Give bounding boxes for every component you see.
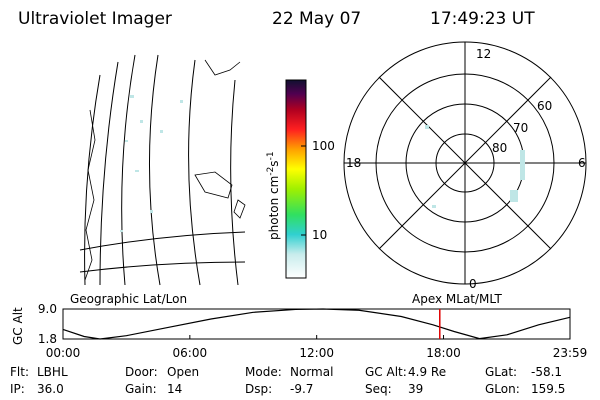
field-value: -58.1 (531, 365, 562, 379)
altitude-chart: 9.0 1.800:00 06:00 12:00 18:00 23:59 (38, 302, 587, 360)
field-value: Normal (290, 365, 333, 379)
colorbar-label: photon cm-2s-1 (266, 151, 281, 240)
field-value: 4.9 Re (408, 365, 446, 379)
polar-label: 6 (578, 156, 586, 170)
polar-label: 80 (492, 141, 507, 155)
colorbar-exp: -1 (266, 151, 276, 160)
polar-label: 60 (537, 99, 552, 113)
footer: Flt: LBHL Door: Open Mode: Normal GC Alt: 4.9 R… (10, 365, 565, 396)
time: 17:49:23 UT (430, 9, 535, 29)
y-tick-label: 9.0 (38, 302, 57, 316)
field-label: GC Alt: (365, 365, 407, 379)
field-value: Open (167, 365, 199, 379)
plot-frame (62, 308, 571, 340)
title: Ultraviolet Imager (18, 9, 172, 29)
x-tick-label: 00:00 (46, 346, 81, 360)
field-value: 36.0 (37, 382, 64, 396)
colorbar-unit: photon cm (267, 176, 281, 240)
colorbar-tick-label: 10 (312, 228, 327, 242)
y-axis-label: GC Alt (11, 307, 25, 345)
date: 22 May 07 (272, 9, 361, 29)
field-label: GLon: (485, 382, 520, 396)
field-value: 14 (167, 382, 182, 396)
field-label: Gain: (125, 382, 157, 396)
polar-label: 18 (346, 156, 361, 170)
polar-label: 12 (476, 47, 491, 61)
polar-label: 70 (513, 121, 528, 135)
colorbar-tick-label: 100 (312, 139, 335, 153)
field-label: Dsp: (245, 382, 272, 396)
x-tick-label: 06:00 (173, 346, 208, 360)
x-tick-label: 12:00 (299, 346, 334, 360)
y-tick-label: 1.8 (38, 332, 57, 346)
field-label: Seq: (365, 382, 392, 396)
field-value: -9.7 (290, 382, 313, 396)
x-tick-label: 18:00 (426, 346, 461, 360)
field-label: Door: (125, 365, 158, 379)
field-label: Flt: (10, 365, 29, 379)
colorbar (285, 79, 307, 279)
chart-left-title: Geographic Lat/Lon (70, 292, 187, 306)
x-tick-label: 23:59 (553, 346, 588, 360)
polar-label: 0 (469, 277, 477, 291)
field-label: GLat: (485, 365, 517, 379)
altitude-line (62, 308, 571, 340)
colorbar-exp: -2 (266, 167, 276, 176)
field-value: LBHL (37, 365, 68, 379)
map (79, 54, 246, 286)
polar-plot (343, 41, 587, 285)
colorbar-unit: s (267, 160, 281, 166)
field-label: Mode: (245, 365, 282, 379)
chart-right-title: Apex MLat/MLT (412, 292, 502, 306)
field-value: 39 (408, 382, 423, 396)
field-label: IP: (10, 382, 25, 396)
field-value: 159.5 (531, 382, 565, 396)
